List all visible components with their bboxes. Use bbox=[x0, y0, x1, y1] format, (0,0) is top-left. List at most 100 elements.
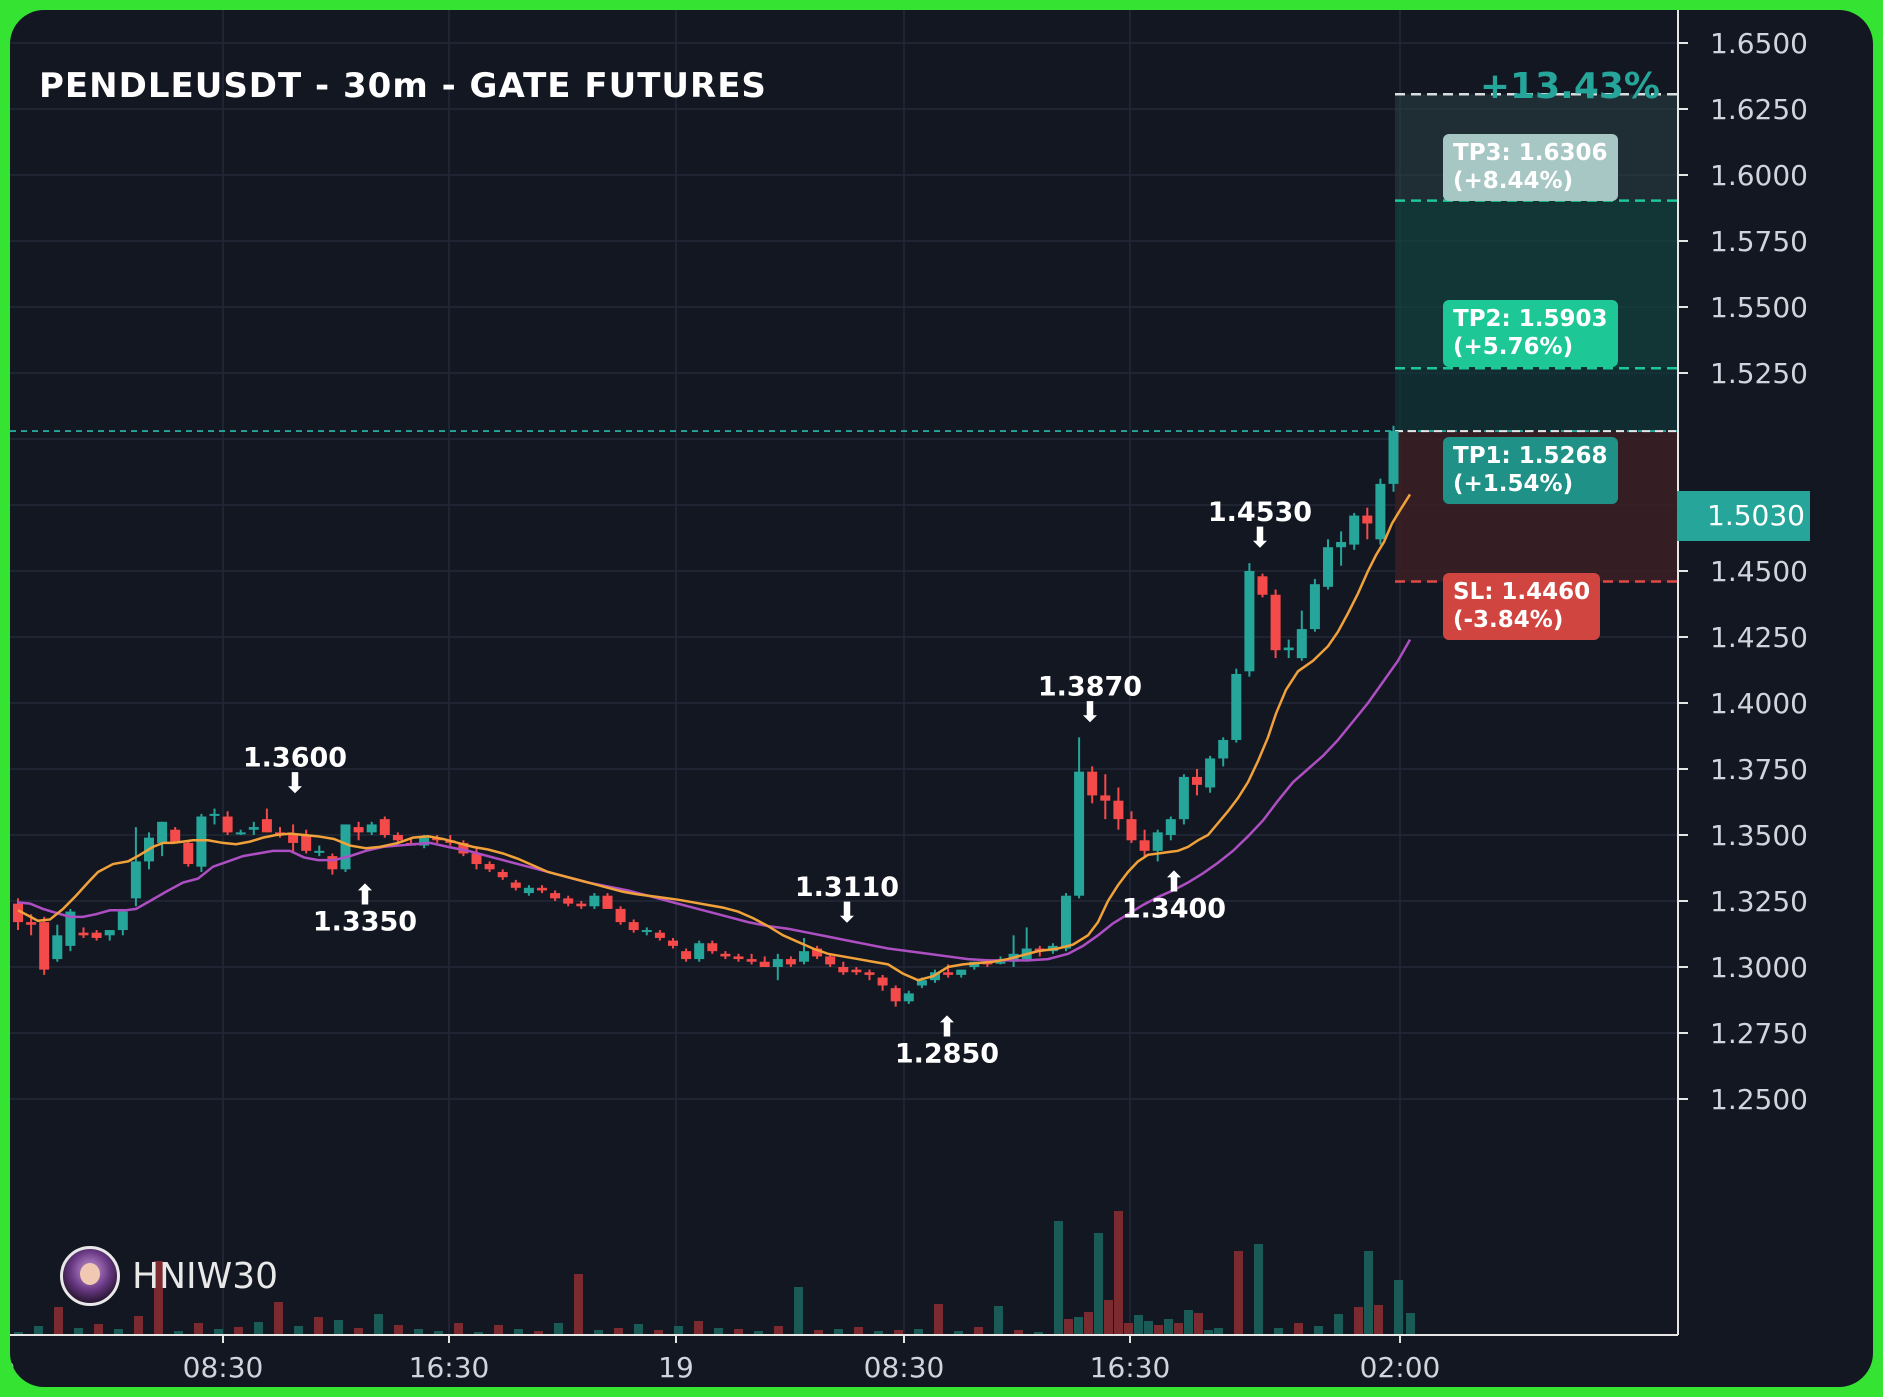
volume-bar bbox=[394, 1325, 403, 1335]
volume-bar bbox=[814, 1330, 823, 1335]
candle-body bbox=[851, 969, 862, 973]
candle-body bbox=[39, 922, 50, 970]
annotation-label: 1.3350 bbox=[313, 907, 417, 938]
volume-bar bbox=[514, 1329, 523, 1335]
candle-body bbox=[392, 835, 403, 841]
price-tick-label: 1.5250 bbox=[1710, 357, 1808, 390]
volume-bar bbox=[34, 1326, 43, 1335]
candle-body bbox=[170, 829, 181, 843]
candle-body bbox=[1165, 819, 1176, 835]
volume-bar bbox=[634, 1324, 643, 1335]
candle-body bbox=[903, 993, 914, 1002]
candle-body bbox=[52, 935, 63, 960]
price-tick-label: 1.4000 bbox=[1710, 687, 1808, 720]
candle-body bbox=[746, 959, 757, 962]
ema-slow-line bbox=[17, 639, 1412, 962]
sl-label: SL: 1.4460 (-3.84%) bbox=[1443, 573, 1601, 640]
volume-bar bbox=[14, 1332, 23, 1335]
price-tick-label: 1.6250 bbox=[1710, 93, 1808, 126]
volume-bar bbox=[1114, 1211, 1123, 1335]
annotation-label: 1.3600 bbox=[243, 743, 347, 774]
price-chart[interactable]: 1.3600⬇1.3350⬆ 1.3110⬇1.2850⬆1.3870⬇1.340… bbox=[10, 10, 1873, 1387]
candle-body bbox=[1087, 771, 1098, 796]
volume-bar bbox=[1184, 1310, 1193, 1335]
candle-body bbox=[1349, 515, 1360, 545]
volume-bar bbox=[234, 1327, 243, 1335]
volume-bar bbox=[754, 1331, 763, 1335]
volume-bar bbox=[94, 1324, 103, 1335]
volume-bar bbox=[594, 1330, 603, 1335]
candle-body bbox=[1362, 515, 1373, 524]
candle-body bbox=[916, 980, 927, 986]
avatar-icon bbox=[60, 1246, 120, 1306]
volume-bar bbox=[454, 1323, 463, 1335]
volume-bar bbox=[1064, 1319, 1073, 1335]
candle-body bbox=[1283, 647, 1294, 651]
volume-bar bbox=[294, 1326, 303, 1335]
candle-body bbox=[537, 887, 547, 891]
candle-body bbox=[628, 922, 639, 931]
volume-bar bbox=[194, 1323, 203, 1335]
annotation-label: 1.3400 bbox=[1122, 893, 1226, 924]
candle-body bbox=[1375, 483, 1386, 540]
volume-bar bbox=[374, 1314, 383, 1335]
candle-body bbox=[1061, 895, 1071, 949]
candle-body bbox=[707, 943, 718, 952]
candle-body bbox=[26, 922, 37, 925]
volume-bar bbox=[554, 1323, 563, 1335]
candle-body bbox=[1309, 584, 1320, 630]
volume-bar bbox=[534, 1331, 543, 1335]
price-annotations: 1.3600⬇1.3350⬆ 1.3110⬇1.2850⬆1.3870⬇1.340… bbox=[243, 497, 1312, 1070]
candle-body bbox=[890, 988, 901, 1002]
candle-body bbox=[602, 895, 613, 909]
candle-body bbox=[615, 908, 626, 923]
candle-body bbox=[1126, 819, 1137, 841]
volume-bar bbox=[694, 1321, 703, 1335]
candle-body bbox=[353, 827, 364, 833]
candle-body bbox=[484, 864, 495, 870]
time-tick-label: 19 bbox=[658, 1351, 694, 1384]
chart-frame: 1.3600 ⬇ 1.3350 ⬆ 1.3110 ⬇ 1.2850 ⬆ 1.3870 ⬇ 1.340… bbox=[10, 10, 1873, 1387]
candle-body bbox=[419, 837, 430, 846]
candle-body bbox=[1074, 771, 1085, 896]
candle-body bbox=[366, 824, 377, 833]
gain-label: +13.43% bbox=[1479, 66, 1660, 107]
candle-body bbox=[1139, 840, 1150, 851]
volume-bar bbox=[1104, 1300, 1113, 1335]
candle-body bbox=[458, 842, 469, 854]
volume-bar bbox=[1394, 1280, 1403, 1335]
arrow-down-icon: ⬇ bbox=[1248, 521, 1271, 554]
volume-bar bbox=[274, 1302, 283, 1335]
candle-body bbox=[209, 813, 220, 816]
candle-body bbox=[1257, 576, 1268, 595]
volume-bar bbox=[1034, 1332, 1043, 1335]
arrow-up-icon: ⬆ bbox=[353, 879, 376, 912]
candle-body bbox=[1113, 800, 1124, 820]
volume-bar bbox=[1294, 1323, 1303, 1335]
candle-body bbox=[104, 930, 115, 936]
candle-body bbox=[1178, 776, 1189, 820]
candle-body bbox=[471, 853, 482, 865]
candle-body bbox=[694, 943, 705, 960]
candle-body bbox=[510, 882, 521, 888]
candle-body bbox=[799, 951, 809, 962]
arrow-down-icon: ⬇ bbox=[835, 896, 858, 929]
ema-fast-line bbox=[17, 493, 1412, 982]
price-tick-label: 1.6500 bbox=[1710, 27, 1808, 60]
sl-pct: (-3.84%) bbox=[1453, 607, 1564, 633]
volume-bar bbox=[834, 1329, 843, 1335]
time-tick-label: 02:00 bbox=[1360, 1351, 1441, 1384]
volume-bar bbox=[974, 1327, 983, 1335]
candle-body bbox=[248, 827, 259, 830]
volume-bar bbox=[1014, 1330, 1023, 1335]
volume-bar bbox=[1074, 1317, 1083, 1335]
candle-body bbox=[1270, 594, 1281, 651]
volume-bar bbox=[1214, 1328, 1223, 1335]
price-tick-label: 1.4250 bbox=[1710, 621, 1808, 654]
price-tick-label: 1.5500 bbox=[1710, 291, 1808, 324]
volume-bar bbox=[654, 1330, 663, 1335]
candle-body bbox=[497, 871, 508, 878]
volume-bar bbox=[1154, 1325, 1163, 1335]
volume-bar bbox=[1364, 1251, 1373, 1335]
volume-bar bbox=[1094, 1233, 1103, 1335]
